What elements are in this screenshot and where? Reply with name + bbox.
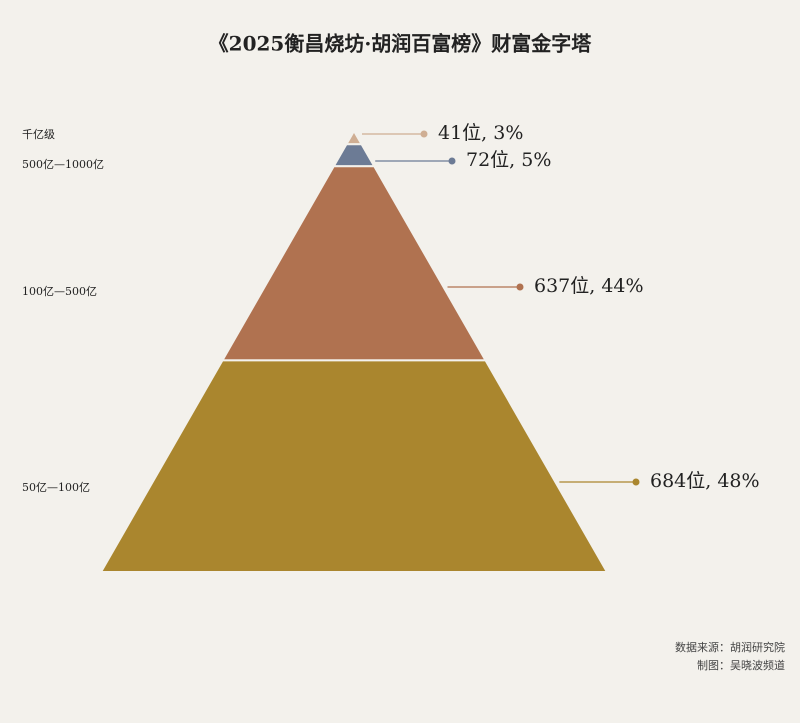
tier-label: 100亿—500亿 — [22, 285, 97, 298]
leader-dot — [448, 157, 456, 165]
tier-label: 千亿级 — [22, 128, 55, 141]
source: 数据来源：胡润研究院 — [675, 640, 785, 654]
chart-title: 《2025衡昌烧坊·胡润百富榜》财富金字塔 — [209, 32, 593, 56]
leader-dot — [420, 130, 428, 138]
value-label: 72位, 5% — [466, 149, 551, 171]
leader-dot — [632, 478, 640, 486]
value-label: 684位, 48% — [650, 470, 760, 492]
credit: 制图：吴晓波频道 — [697, 658, 785, 672]
tier-label: 500亿—1000亿 — [22, 158, 104, 171]
value-label: 637位, 44% — [534, 275, 644, 297]
leader-dot — [516, 283, 524, 291]
tier-label: 50亿—100亿 — [22, 481, 90, 494]
pyramid-tier — [99, 359, 609, 573]
value-label: 41位, 3% — [438, 122, 523, 144]
